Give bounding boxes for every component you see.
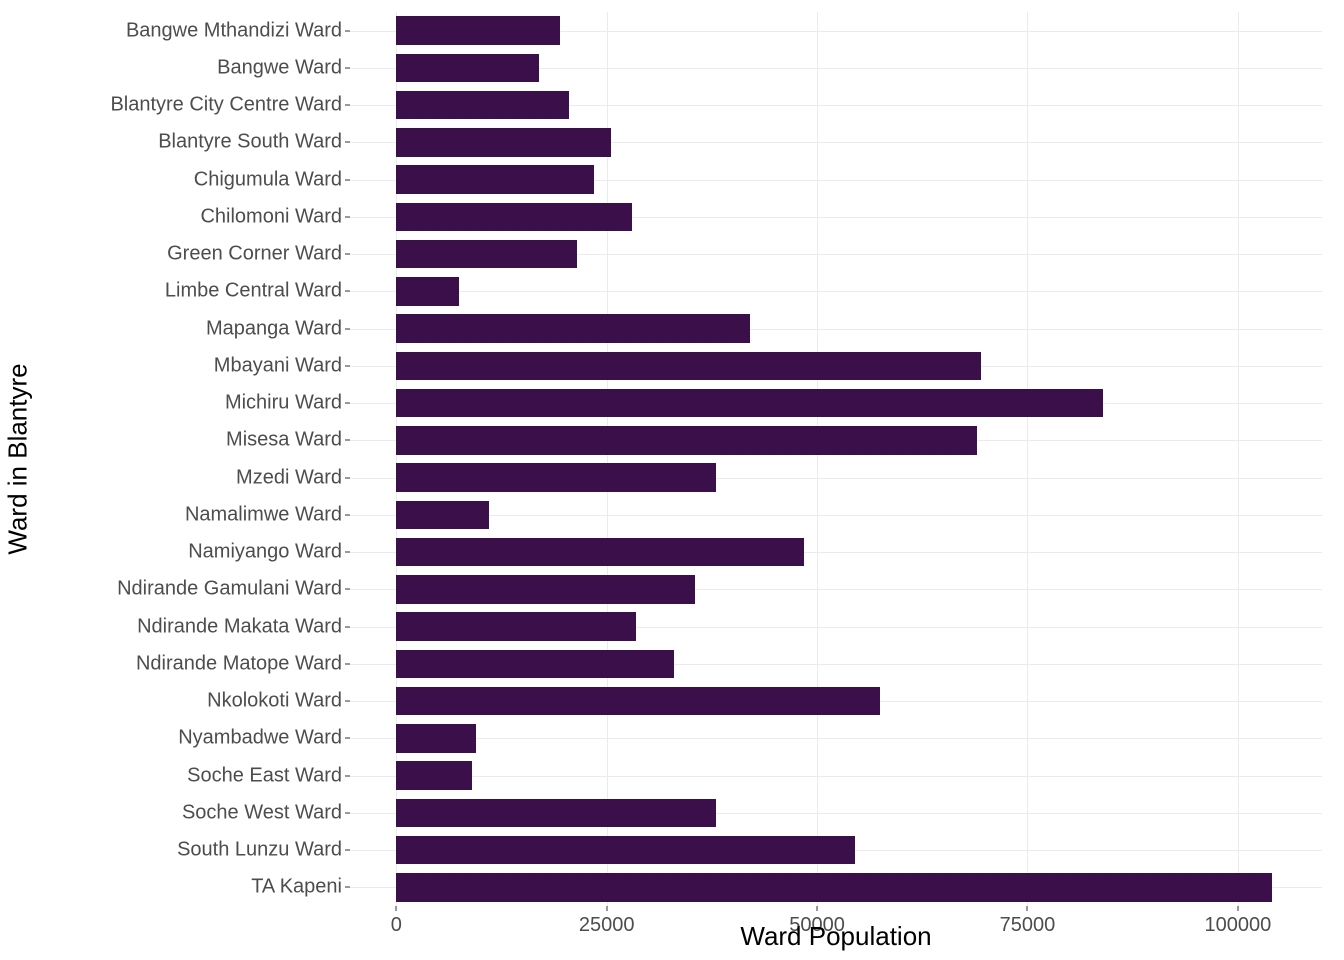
- y-tick: [345, 887, 350, 888]
- bar: [396, 761, 472, 789]
- y-tick: [345, 701, 350, 702]
- y-tick-label: South Lunzu Ward: [177, 839, 342, 862]
- y-axis-title: Ward in Blantyre: [3, 363, 34, 554]
- y-tick: [345, 254, 350, 255]
- y-tick-label: Chilomoni Ward: [200, 205, 342, 228]
- gridline-h: [350, 515, 1322, 516]
- y-tick-label: Ndirande Matope Ward: [136, 652, 342, 675]
- bar: [396, 165, 594, 193]
- y-tick-label: Green Corner Ward: [167, 243, 342, 266]
- bar: [396, 463, 716, 491]
- bar: [396, 16, 560, 44]
- y-tick-label: Blantyre City Centre Ward: [110, 94, 342, 117]
- gridline-v: [1027, 12, 1028, 906]
- gridline-h: [350, 776, 1322, 777]
- gridline-v: [1238, 12, 1239, 906]
- bar: [396, 203, 632, 231]
- y-tick-label: TA Kapeni: [251, 876, 342, 899]
- bar: [396, 650, 674, 678]
- y-tick: [345, 514, 350, 515]
- bar: [396, 687, 880, 715]
- y-tick-label: Nkolokoti Ward: [207, 690, 342, 713]
- y-tick-label: Misesa Ward: [226, 429, 342, 452]
- x-tick-label: 75000: [1000, 914, 1056, 937]
- y-tick-label: Mzedi Ward: [236, 466, 342, 489]
- bar: [396, 277, 459, 305]
- y-tick: [345, 477, 350, 478]
- y-tick: [345, 440, 350, 441]
- y-tick-label: Michiru Ward: [225, 392, 342, 415]
- y-tick: [345, 291, 350, 292]
- bar: [396, 91, 569, 119]
- y-tick: [345, 738, 350, 739]
- y-tick: [345, 105, 350, 106]
- bar: [396, 501, 489, 529]
- x-axis-title: Ward Population: [740, 921, 931, 952]
- bar: [396, 240, 577, 268]
- gridline-v: [817, 12, 818, 906]
- y-tick: [345, 626, 350, 627]
- y-tick: [345, 552, 350, 553]
- bar: [396, 873, 1271, 901]
- y-tick: [345, 589, 350, 590]
- y-tick: [345, 142, 350, 143]
- y-tick: [345, 663, 350, 664]
- y-tick: [345, 850, 350, 851]
- bar: [396, 799, 716, 827]
- y-tick-label: Limbe Central Ward: [165, 280, 342, 303]
- bar: [396, 612, 636, 640]
- y-tick: [345, 216, 350, 217]
- x-tick: [1027, 906, 1028, 911]
- y-tick-label: Ndirande Makata Ward: [137, 615, 342, 638]
- y-tick-label: Namalimwe Ward: [185, 503, 342, 526]
- chart-container: Ward in Blantyre 0250005000075000100000B…: [0, 0, 1344, 960]
- y-tick: [345, 775, 350, 776]
- bar: [396, 128, 611, 156]
- bar: [396, 314, 749, 342]
- bar: [396, 54, 539, 82]
- x-tick-label: 100000: [1204, 914, 1271, 937]
- y-tick: [345, 328, 350, 329]
- y-tick: [345, 812, 350, 813]
- bar: [396, 836, 855, 864]
- y-tick-label: Mbayani Ward: [214, 354, 342, 377]
- y-tick-label: Nyambadwe Ward: [178, 727, 342, 750]
- bar: [396, 575, 695, 603]
- y-tick: [345, 403, 350, 404]
- y-tick-label: Blantyre South Ward: [158, 131, 342, 154]
- bar: [396, 538, 804, 566]
- bar: [396, 389, 1103, 417]
- y-tick: [345, 30, 350, 31]
- x-tick: [396, 906, 397, 911]
- y-tick-label: Bangwe Mthandizi Ward: [126, 19, 342, 42]
- y-tick-label: Mapanga Ward: [206, 317, 342, 340]
- y-tick-label: Soche East Ward: [187, 764, 342, 787]
- y-tick: [345, 179, 350, 180]
- bar: [396, 724, 476, 752]
- y-tick-label: Soche West Ward: [182, 801, 342, 824]
- x-tick: [1237, 906, 1238, 911]
- x-tick: [606, 906, 607, 911]
- y-tick-label: Bangwe Ward: [217, 56, 342, 79]
- y-tick-label: Ndirande Gamulani Ward: [117, 578, 342, 601]
- bar: [396, 426, 977, 454]
- plot-area: 0250005000075000100000Bangwe Mthandizi W…: [350, 12, 1322, 906]
- y-tick: [345, 365, 350, 366]
- x-tick-label: 0: [391, 914, 402, 937]
- y-tick-label: Chigumula Ward: [194, 168, 342, 191]
- gridline-h: [350, 291, 1322, 292]
- x-tick: [817, 906, 818, 911]
- x-tick-label: 25000: [579, 914, 635, 937]
- y-tick: [345, 67, 350, 68]
- gridline-h: [350, 738, 1322, 739]
- bar: [396, 352, 981, 380]
- y-tick-label: Namiyango Ward: [188, 541, 342, 564]
